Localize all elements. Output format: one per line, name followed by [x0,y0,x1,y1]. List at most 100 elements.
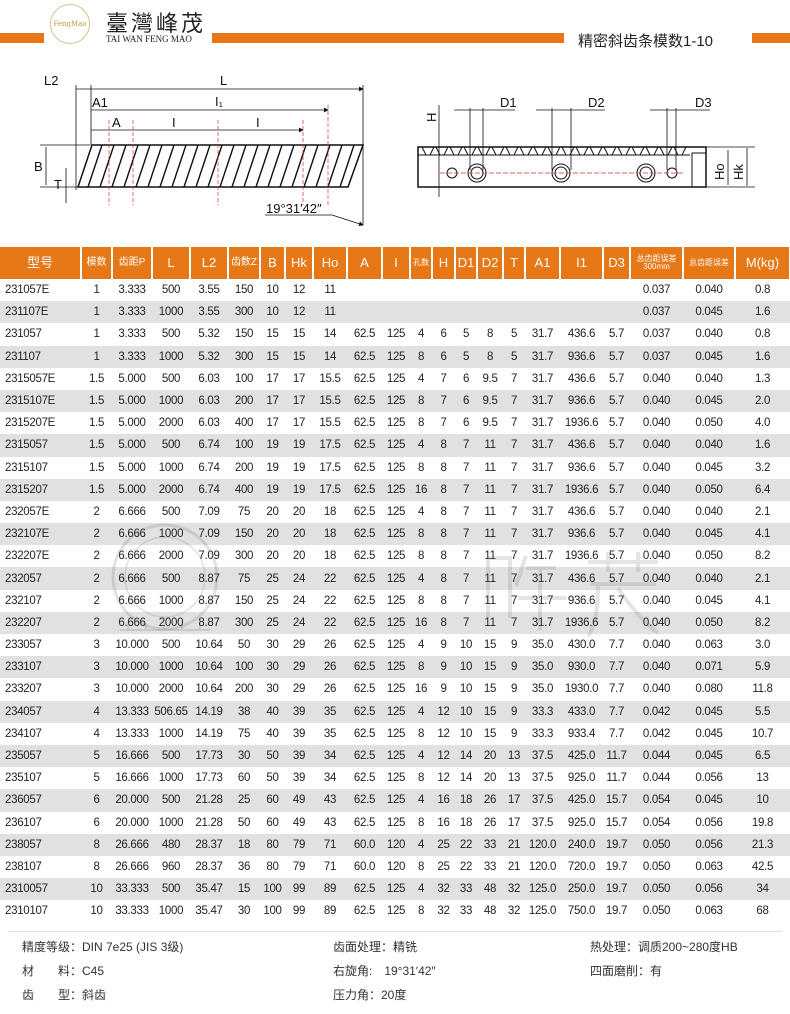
table-cell: 21.28 [195,816,223,829]
table-cell: 2 [93,594,100,607]
table-cell: 31.7 [525,434,560,457]
table-cell: 125 [386,905,406,918]
table-cell: 7.09 [190,523,228,546]
table-cell: 7 [510,550,518,563]
table-cell: 26 [483,816,497,829]
label-D3: D3 [695,95,712,110]
table-cell: 7 [503,523,525,546]
table-cell: 11 [484,594,496,607]
table-cell: 3.333 [112,345,152,368]
table-cell: 0.040 [630,567,683,590]
table-cell: 68 [756,905,769,918]
table-cell: 8 [440,550,447,563]
table-cell: 0.037 [642,328,671,341]
table-cell: 9 [503,700,525,723]
table-cell: 1936.6 [560,611,603,634]
table-row: 234057 4 13.333 506.65 14.19 38 40 39 35 62.5 125 4… [0,700,790,723]
table-cell: 0.040 [695,284,723,297]
table-cell: 231107 [0,345,81,368]
table-cell: 28.37 [190,833,228,856]
table-cell: 11 [484,505,496,518]
table-cell: 1.5 [88,417,105,430]
column-header: 齿距P [112,247,153,279]
table-cell: 7 [455,434,477,457]
table-cell: 436.6 [560,567,603,590]
page-title: 精密斜齿条模数1-10 [578,33,714,50]
table-cell: 7.7 [608,727,625,740]
table-cell: 0.063 [695,860,723,873]
table-cell: 17 [266,372,279,385]
table-cell: 4.0 [754,417,771,430]
table-cell: 933.4 [567,727,596,740]
table-header-row: 型号 模数 齿距P L L2 齿数Z B Hk Ho A I 孔数 H D1 D2 T A1 I1 D3 总齿距误差3… [0,247,790,279]
table-cell [525,301,560,324]
table-cell: 5.7 [603,478,630,501]
table-cell: 1 [93,328,100,341]
table-cell: 40 [266,727,279,740]
table-cell: 2315057E [5,372,56,385]
table-cell: 31.7 [531,550,554,563]
table-cell: 19 [285,478,313,501]
table-cell: 125 [386,372,406,385]
table-cell: 15.5 [319,417,341,430]
table-cell: 8 [432,434,455,457]
table-cell: 0.040 [642,683,671,696]
table-cell: 2.1 [735,567,790,590]
table-cell: 1.5 [88,461,105,474]
table-cell: 35.0 [525,656,560,679]
table-cell: 31.7 [531,505,554,518]
table-cell: 17.5 [313,478,347,501]
table-cell: 30 [237,905,251,918]
header-bar-middle [212,33,564,43]
table-cell: 10 [735,789,790,812]
table-cell: 7 [503,567,525,590]
table-cell [455,301,477,324]
table-cell: 25 [228,789,260,812]
table-cell: 5 [81,744,112,768]
table-cell: 19.7 [605,860,628,873]
table-cell: 5.000 [112,434,152,457]
table-cell: 30 [266,639,279,652]
table-cell: 300 [228,301,260,324]
table-cell: 0.045 [695,461,723,474]
table-cell: 231107E [0,301,81,324]
table-cell: 500 [152,434,190,457]
table-cell: 10.64 [190,656,228,679]
table-cell: 120.0 [528,860,557,873]
table-cell: 19 [285,434,313,457]
table-cell: 29 [292,683,306,696]
table-cell: 400 [234,417,254,430]
table-cell: 48 [483,905,497,918]
table-cell: 500 [161,284,181,297]
table-cell: 11.7 [603,744,630,768]
table-cell: 200 [234,683,254,696]
table-cell: 8 [417,461,425,474]
table-cell: 62.5 [347,700,382,723]
table-cell: 936.6 [567,461,596,474]
table-cell: 17 [285,389,313,413]
table-row: 233057 3 10.000 500 10.64 50 30 29 26 62.5 125 4 9 10… [0,634,790,656]
table-cell: 125 [386,328,406,341]
table-cell: 7 [462,461,470,474]
table-cell: 0.050 [642,860,671,873]
table-cell: 35.0 [531,639,554,652]
table-cell: 8 [417,860,425,873]
table-cell: 7 [462,505,470,518]
label-H: H [424,113,439,122]
table-cell: 8.2 [754,550,771,563]
table-cell: 7.7 [608,683,625,696]
table-cell: 20 [285,523,313,546]
table-cell: 8 [417,727,425,740]
table-row: 235107 5 16.666 1000 17.73 60 50 39 34 62.5 125 8 12… [0,767,790,789]
table-cell: 9.5 [482,417,498,430]
table-row: 233207 3 10.000 2000 10.64 200 30 29 26 62.5 125 16… [0,678,790,700]
table-cell: 0.045 [695,594,723,607]
table-cell: 7 [462,550,470,563]
table-cell: 14 [455,744,477,768]
table-cell: 11 [313,301,347,324]
table-cell: 8 [477,345,503,368]
table-cell: 0.040 [630,478,683,501]
table-cell: 8 [432,611,455,634]
table-cell: 16.666 [112,744,152,768]
table-cell: 22 [323,594,337,607]
